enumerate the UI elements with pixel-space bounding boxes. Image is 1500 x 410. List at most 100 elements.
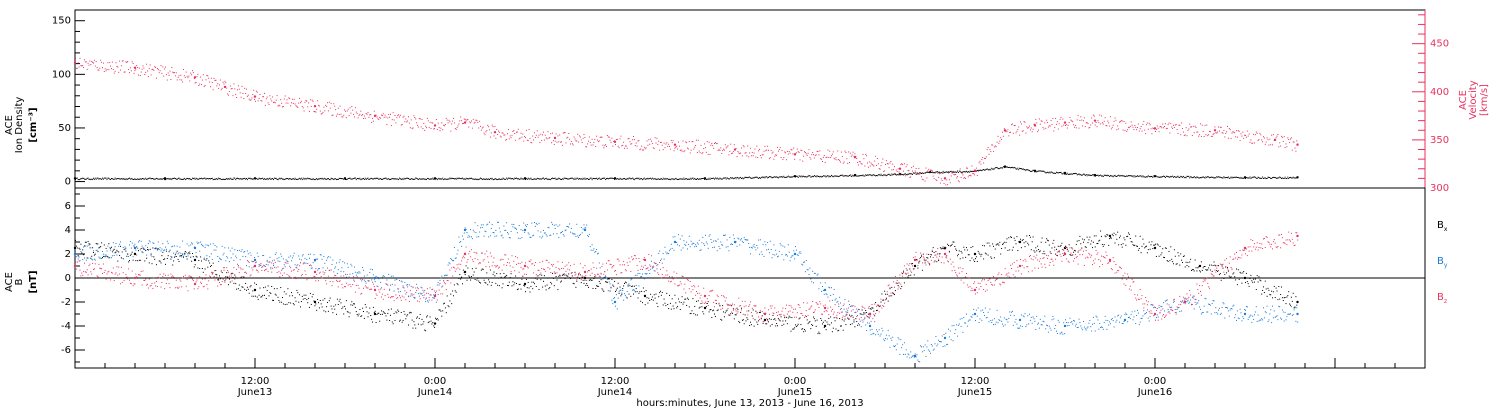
velocity-sample — [1210, 135, 1212, 137]
velocity-sample — [552, 132, 553, 134]
velocity-sample — [453, 117, 454, 119]
by-sample — [213, 249, 215, 251]
by-sample — [620, 289, 622, 291]
velocity-sample — [181, 79, 183, 81]
bx-sample — [143, 248, 145, 250]
bx-sample — [643, 291, 645, 293]
bx-sample — [717, 309, 719, 311]
density-sample — [262, 177, 264, 179]
velocity-sample — [841, 155, 843, 157]
velocity-sample — [184, 77, 186, 79]
velocity-sample — [1219, 126, 1221, 128]
velocity-sample — [723, 148, 724, 150]
density-sample — [214, 178, 216, 180]
velocity-sample — [402, 116, 404, 118]
by-sample — [579, 234, 580, 236]
velocity-point — [1093, 119, 1097, 122]
velocity-sample — [751, 151, 753, 153]
bx-sample — [489, 269, 491, 271]
velocity-sample — [426, 117, 428, 119]
velocity-sample — [631, 143, 633, 145]
bx-sample — [309, 292, 311, 294]
bx-sample — [315, 303, 317, 305]
density-sample — [1278, 177, 1280, 179]
bx-sample — [138, 259, 140, 261]
by-sample — [454, 257, 456, 259]
bx-sample — [402, 319, 404, 321]
density-sample — [326, 178, 328, 180]
velocity-sample — [405, 118, 407, 120]
by-sample — [621, 292, 623, 294]
velocity-sample — [168, 74, 170, 76]
bx-sample — [468, 275, 470, 277]
bx-sample — [176, 250, 178, 252]
bx-sample — [495, 282, 497, 284]
velocity-sample — [811, 154, 813, 156]
by-sample — [269, 256, 271, 258]
velocity-sample — [1243, 137, 1245, 139]
velocity-sample — [79, 57, 81, 59]
velocity-sample — [248, 98, 250, 100]
density-sample — [465, 177, 467, 179]
top-ylabel-line-2: Ion Density — [14, 97, 25, 154]
velocity-sample — [401, 123, 403, 125]
velocity-sample — [472, 118, 474, 120]
bx-sample — [203, 258, 205, 260]
velocity-sample — [416, 122, 418, 124]
bx-sample — [207, 266, 209, 268]
bx-sample — [147, 249, 149, 251]
by-sample — [147, 246, 148, 248]
density-sample — [916, 172, 918, 174]
velocity-sample — [1092, 114, 1094, 116]
velocity-sample — [1116, 129, 1118, 131]
velocity-sample — [1030, 127, 1032, 129]
bx-sample — [1059, 245, 1061, 247]
by-sample — [414, 297, 416, 299]
density-sample — [92, 178, 94, 180]
by-sample — [113, 255, 115, 257]
density-sample — [462, 178, 464, 180]
by-sample — [108, 257, 110, 259]
bx-sample — [988, 242, 990, 244]
bx-sample — [425, 330, 427, 332]
density-sample — [937, 171, 939, 173]
bx-sample — [662, 304, 664, 306]
density-sample — [422, 178, 424, 180]
velocity-sample — [300, 102, 301, 104]
density-sample — [1074, 173, 1075, 175]
bx-sample — [130, 253, 132, 255]
bx-sample — [101, 242, 103, 244]
density-sample — [494, 178, 496, 180]
by-sample — [425, 301, 427, 303]
velocity-sample — [564, 132, 566, 134]
density-sample — [662, 177, 664, 179]
bx-sample — [331, 308, 333, 310]
velocity-sample — [1134, 125, 1136, 127]
density-sample — [393, 178, 395, 180]
density-sample — [920, 172, 922, 174]
bx-sample — [411, 319, 413, 321]
density-sample — [849, 174, 850, 176]
density-sample — [902, 174, 904, 176]
velocity-sample — [656, 137, 658, 139]
density-sample — [701, 178, 703, 180]
bx-sample — [1272, 297, 1273, 299]
velocity-sample — [340, 113, 342, 115]
velocity-sample — [138, 67, 140, 69]
bx-sample — [309, 306, 310, 308]
velocity-sample — [1043, 128, 1045, 130]
by-sample — [605, 276, 607, 278]
velocity-sample — [993, 150, 994, 152]
density-sample — [911, 173, 913, 175]
by-sample — [422, 295, 424, 297]
velocity-sample — [836, 159, 838, 161]
density-sample — [716, 177, 718, 179]
bx-sample — [272, 299, 274, 301]
velocity-sample — [642, 149, 643, 151]
density-sample — [149, 177, 151, 179]
bx-sample — [226, 272, 228, 274]
velocity-sample — [276, 95, 278, 97]
bx-sample — [839, 318, 841, 320]
by-sample — [142, 252, 144, 254]
density-sample — [1286, 178, 1288, 180]
